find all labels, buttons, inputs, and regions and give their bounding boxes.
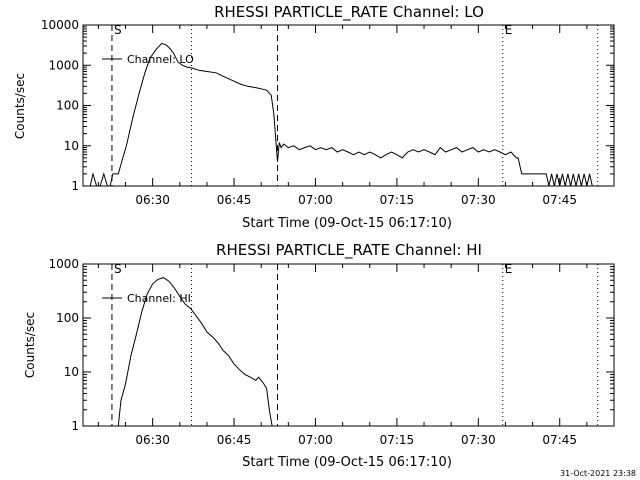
lo-marker-label: E xyxy=(505,23,513,37)
lo-y-tick-label: 10000 xyxy=(41,18,79,32)
lo-x-tick-label: 07:45 xyxy=(542,193,577,207)
lo-y-tick-label: 100 xyxy=(56,99,79,113)
lo-x-tick-label: 07:00 xyxy=(298,193,333,207)
hi-x-tick-label: 07:30 xyxy=(461,433,496,447)
lo-marker-label: S xyxy=(114,23,122,37)
hi-y-axis: 1 10 100 1000 xyxy=(48,257,614,433)
lo-x-tick-label: 07:30 xyxy=(461,193,496,207)
hi-y-axis-title: Counts/sec xyxy=(23,312,37,378)
hi-x-tick-label: 07:45 xyxy=(542,433,577,447)
hi-marker-label: S xyxy=(114,262,122,276)
lo-y-tick-label: 1000 xyxy=(48,58,79,72)
hi-rate-series-line xyxy=(117,277,273,427)
lo-rate-series-line xyxy=(83,42,598,187)
lo-y-axis-title: Counts/sec xyxy=(13,73,27,139)
lo-x-tick-label: 07:15 xyxy=(380,193,415,207)
generation-timestamp: 31-Oct-2021 23:38 xyxy=(560,469,636,478)
hi-x-tick-label: 07:00 xyxy=(298,433,333,447)
lo-x-tick-label: 06:45 xyxy=(217,193,252,207)
hi-x-axis: 06:30 06:45 07:00 07:15 07:30 07:45 xyxy=(97,264,615,447)
hi-y-tick-label: 10 xyxy=(64,365,79,379)
lo-chart-title: RHESSI PARTICLE_RATE Channel: LO xyxy=(214,3,484,22)
hi-plot-frame xyxy=(82,263,615,427)
lo-y-tick-label: 1 xyxy=(71,179,79,193)
lo-x-tick-label: 06:30 xyxy=(135,193,170,207)
lo-legend-label: Channel: LO xyxy=(127,53,194,66)
hi-y-tick-label: 1000 xyxy=(48,257,79,271)
lo-y-tick-label: 10 xyxy=(64,139,79,153)
hi-chart-title: RHESSI PARTICLE_RATE Channel: HI xyxy=(216,241,482,260)
hi-x-axis-title: Start Time (09-Oct-15 06:17:10) xyxy=(242,455,452,470)
hi-x-tick-label: 06:30 xyxy=(135,433,170,447)
hi-marker-label: E xyxy=(505,262,513,276)
hi-legend-label: Channel: HI xyxy=(127,292,191,305)
hi-x-tick-label: 07:15 xyxy=(380,433,415,447)
lo-y-axis: 1 10 100 1000 10000 xyxy=(41,18,614,193)
hi-y-tick-label: 1 xyxy=(71,419,79,433)
hi-x-tick-label: 06:45 xyxy=(217,433,252,447)
lo-x-axis-title: Start Time (09-Oct-15 06:17:10) xyxy=(242,216,452,231)
hi-y-tick-label: 100 xyxy=(56,311,79,325)
